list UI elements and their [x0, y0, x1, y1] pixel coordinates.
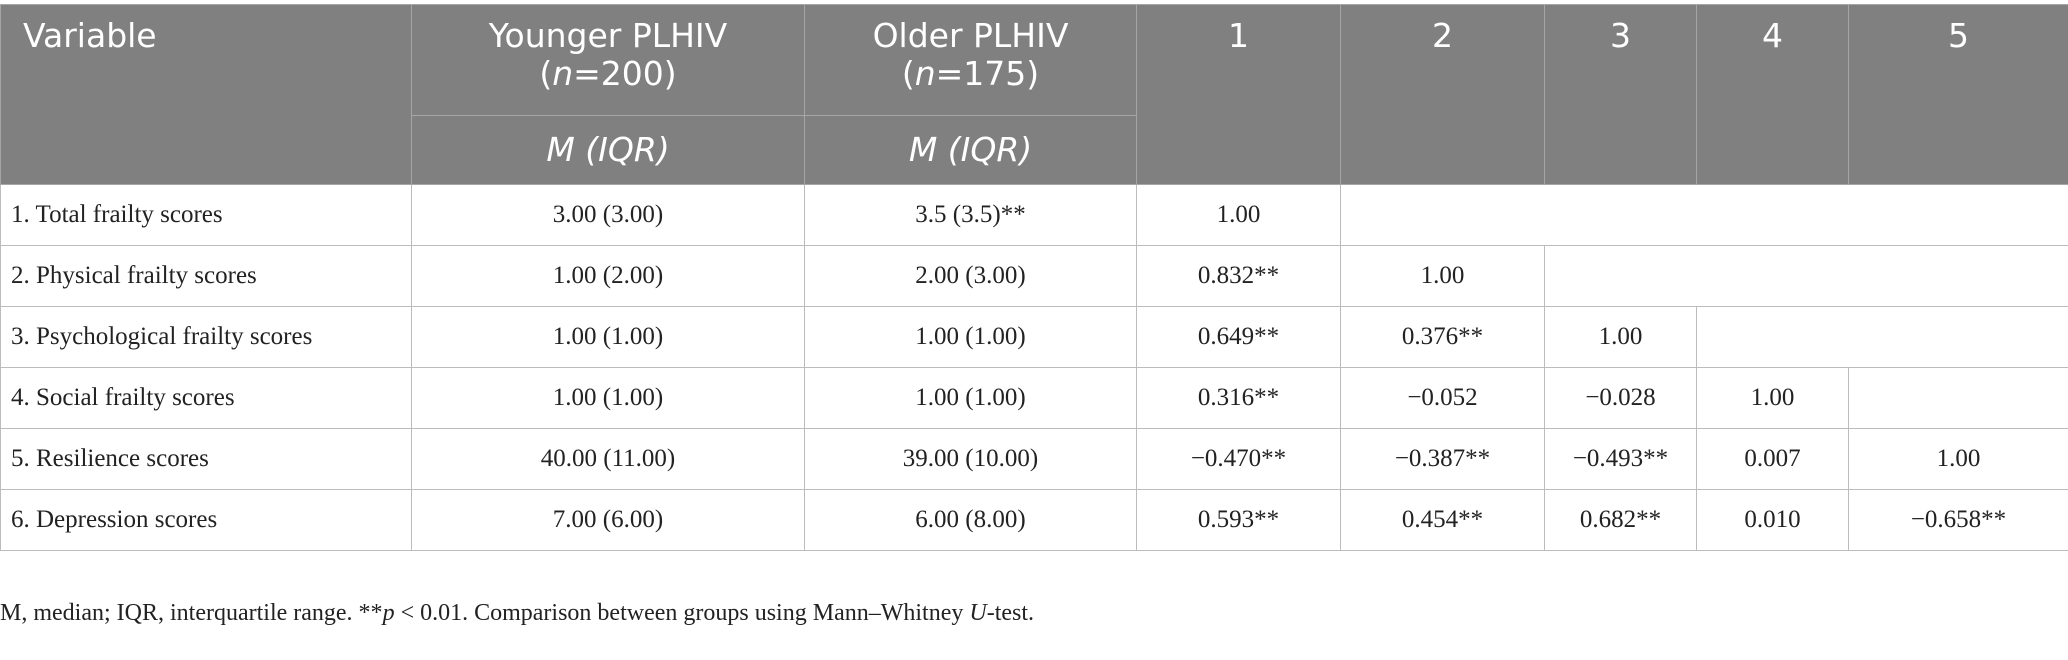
header-younger-n-italic: n: [552, 54, 574, 93]
header-col-4: 4: [1696, 4, 1849, 185]
row-label: 4. Social frailty scores: [0, 367, 412, 429]
empty-cell: [1696, 306, 2068, 368]
row-label: 1. Total frailty scores: [0, 184, 412, 246]
correlation-table: Variable Younger PLHIV (n=200) Older PLH…: [0, 4, 2068, 551]
footnote-part3: -test.: [986, 600, 1035, 626]
table-row: 6. Depression scores 7.00 (6.00) 6.00 (8…: [0, 489, 2068, 551]
cell-col-1: 0.316**: [1136, 367, 1341, 429]
header-older: Older PLHIV (n=175): [804, 4, 1137, 116]
header-variable: Variable: [0, 4, 412, 185]
cell-col-1: −0.470**: [1136, 428, 1341, 490]
row-label: 3. Psychological frailty scores: [0, 306, 412, 368]
empty-cell: [1340, 184, 2068, 246]
cell-older: 6.00 (8.00): [804, 489, 1137, 551]
footnote-part1: M, median; IQR, interquartile range. **: [0, 600, 383, 626]
row-label: 6. Depression scores: [0, 489, 412, 551]
cell-older: 3.5 (3.5)**: [804, 184, 1137, 246]
cell-col-2: 0.376**: [1340, 306, 1545, 368]
cell-younger: 3.00 (3.00): [411, 184, 805, 246]
cell-col-2: −0.387**: [1340, 428, 1545, 490]
header-older-n-italic: n: [914, 54, 936, 93]
cell-older: 1.00 (1.00): [804, 367, 1137, 429]
header-younger-n-suffix: =200): [573, 54, 677, 93]
header-col-2: 2: [1340, 4, 1545, 185]
cell-col-4: 0.007: [1696, 428, 1849, 490]
header-col-1: 1: [1136, 4, 1341, 185]
cell-younger: 1.00 (1.00): [411, 306, 805, 368]
footnote-p: p: [382, 600, 395, 626]
footnote-u: U: [969, 600, 987, 626]
cell-col-1: 1.00: [1136, 184, 1341, 246]
table-row: 4. Social frailty scores 1.00 (1.00) 1.0…: [0, 367, 2068, 429]
header-younger-title: Younger PLHIV: [488, 16, 728, 55]
empty-cell: [1848, 367, 2068, 429]
cell-older: 2.00 (3.00): [804, 245, 1137, 307]
cell-younger: 40.00 (11.00): [411, 428, 805, 490]
header-older-title: Older PLHIV: [872, 16, 1069, 55]
header-col-3: 3: [1544, 4, 1697, 185]
table-row: 2. Physical frailty scores 1.00 (2.00) 2…: [0, 245, 2068, 307]
cell-col-3: 1.00: [1544, 306, 1697, 368]
cell-col-5: −0.658**: [1848, 489, 2068, 551]
cell-col-3: −0.028: [1544, 367, 1697, 429]
stat-m: M: [546, 130, 575, 169]
subheader-younger: M (IQR): [411, 115, 805, 185]
header-older-n-prefix: (: [901, 54, 915, 93]
cell-younger: 1.00 (1.00): [411, 367, 805, 429]
table-footnote: M, median; IQR, interquartile range. **p…: [0, 600, 1034, 627]
header-col-5: 5: [1848, 4, 2068, 185]
header-row: Variable Younger PLHIV (n=200) Older PLH…: [0, 4, 2068, 185]
cell-younger: 1.00 (2.00): [411, 245, 805, 307]
footnote-part2: < 0.01. Comparison between groups using …: [394, 600, 970, 626]
empty-cell: [1544, 245, 2068, 307]
cell-col-1: 0.649**: [1136, 306, 1341, 368]
subheader-older: M (IQR): [804, 115, 1137, 185]
cell-older: 1.00 (1.00): [804, 306, 1137, 368]
cell-col-2: 0.454**: [1340, 489, 1545, 551]
table-row: 3. Psychological frailty scores 1.00 (1.…: [0, 306, 2068, 368]
cell-col-4: 1.00: [1696, 367, 1849, 429]
table-row: 1. Total frailty scores 3.00 (3.00) 3.5 …: [0, 184, 2068, 246]
cell-col-1: 0.593**: [1136, 489, 1341, 551]
cell-col-3: 0.682**: [1544, 489, 1697, 551]
cell-older: 39.00 (10.00): [804, 428, 1137, 490]
stat-iqr: IQR: [960, 130, 1020, 169]
stat-m: M: [908, 130, 938, 169]
cell-col-2: −0.052: [1340, 367, 1545, 429]
header-younger-n-prefix: (: [539, 54, 553, 93]
cell-col-4: 0.010: [1696, 489, 1849, 551]
row-label: 5. Resilience scores: [0, 428, 412, 490]
table-row: 5. Resilience scores 40.00 (11.00) 39.00…: [0, 428, 2068, 490]
subheader-row: M (IQR) M (IQR): [1, 115, 2068, 185]
header-younger: Younger PLHIV (n=200): [411, 4, 805, 116]
stat-iqr: IQR: [598, 130, 657, 169]
cell-younger: 7.00 (6.00): [411, 489, 805, 551]
cell-col-1: 0.832**: [1136, 245, 1341, 307]
header-older-n-suffix: =175): [935, 54, 1040, 93]
cell-col-3: −0.493**: [1544, 428, 1697, 490]
cell-col-5: 1.00: [1848, 428, 2068, 490]
row-label: 2. Physical frailty scores: [0, 245, 412, 307]
cell-col-2: 1.00: [1340, 245, 1545, 307]
